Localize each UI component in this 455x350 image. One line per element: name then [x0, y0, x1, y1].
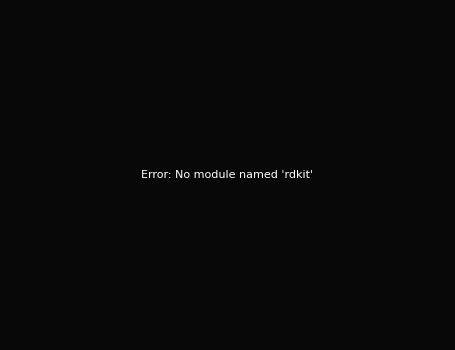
- Text: Error: No module named 'rdkit': Error: No module named 'rdkit': [142, 170, 313, 180]
